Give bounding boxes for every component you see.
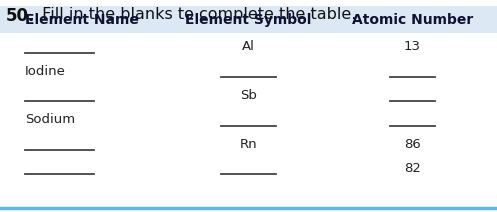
Text: 13: 13 bbox=[404, 40, 421, 53]
Text: Al: Al bbox=[242, 40, 255, 53]
Text: Rn: Rn bbox=[240, 138, 257, 151]
Text: Atomic Number: Atomic Number bbox=[352, 13, 473, 27]
Text: Fill in the blanks to complete the table.: Fill in the blanks to complete the table… bbox=[37, 7, 357, 22]
Text: Sodium: Sodium bbox=[25, 113, 75, 126]
FancyBboxPatch shape bbox=[0, 6, 497, 33]
Text: 50.: 50. bbox=[6, 7, 35, 25]
Text: 82: 82 bbox=[404, 162, 421, 175]
Text: Iodine: Iodine bbox=[25, 64, 66, 78]
Text: 86: 86 bbox=[404, 138, 421, 151]
Text: Element Name: Element Name bbox=[25, 13, 139, 27]
Text: Sb: Sb bbox=[240, 89, 257, 102]
Text: Element Symbol: Element Symbol bbox=[185, 13, 312, 27]
